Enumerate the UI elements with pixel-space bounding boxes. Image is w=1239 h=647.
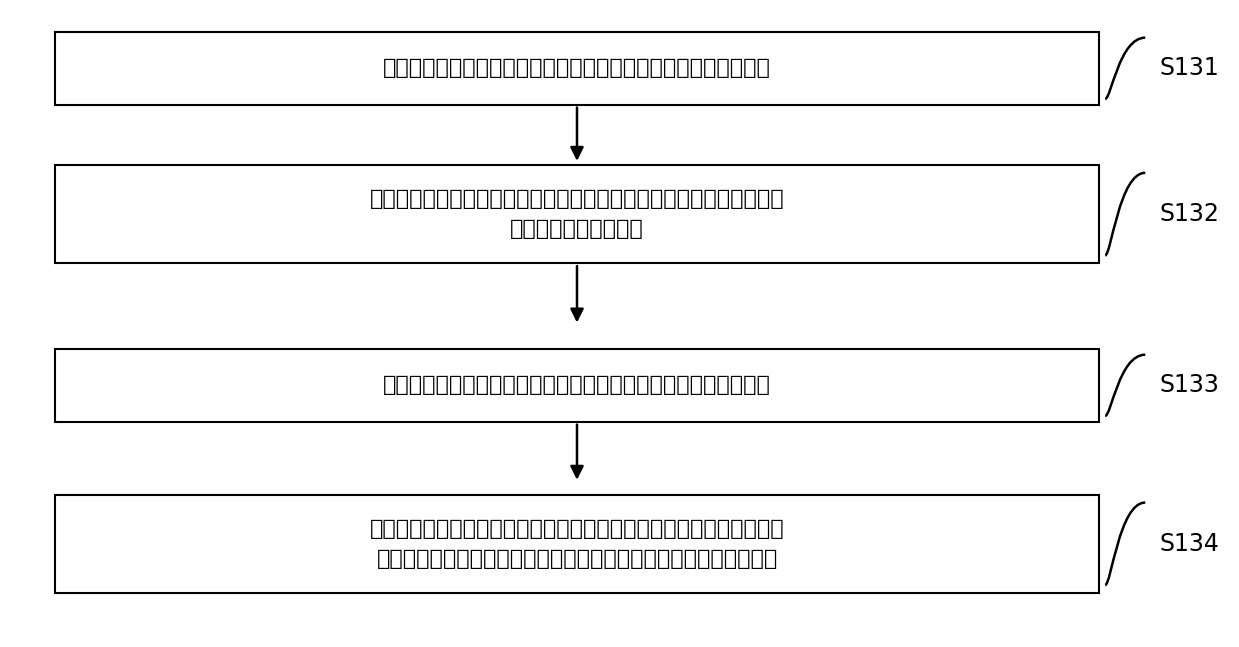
Text: 将所述第一比值和所述第二比值中数值最大的比值与流量因子相乘后进: 将所述第一比值和所述第二比值中数值最大的比值与流量因子相乘后进	[369, 519, 784, 539]
Text: 行限幅计算，以获得前驱回路和后驱回路的冷却液流量分配比例系数: 行限幅计算，以获得前驱回路和后驱回路的冷却液流量分配比例系数	[377, 549, 778, 569]
Text: S132: S132	[1160, 202, 1219, 226]
Text: S134: S134	[1160, 532, 1219, 556]
Text: 计算所述前电机和所述后电机的冷却液入口温度的第三比值，并将所述: 计算所述前电机和所述后电机的冷却液入口温度的第三比值，并将所述	[369, 190, 784, 210]
FancyBboxPatch shape	[55, 165, 1099, 263]
Text: S131: S131	[1160, 56, 1219, 80]
FancyBboxPatch shape	[55, 32, 1099, 105]
Text: S133: S133	[1160, 373, 1219, 397]
Text: 第三比值进行限幅计算: 第三比值进行限幅计算	[510, 219, 644, 239]
FancyBboxPatch shape	[55, 349, 1099, 422]
Text: 分别获取所述前电机和所述后电机的冷却液入口温度以及环境温度: 分别获取所述前电机和所述后电机的冷却液入口温度以及环境温度	[383, 58, 771, 78]
FancyBboxPatch shape	[55, 495, 1099, 593]
Text: 根据限幅计算后的所述第三比值以及所述环境温度，获取流量因子: 根据限幅计算后的所述第三比值以及所述环境温度，获取流量因子	[383, 375, 771, 395]
